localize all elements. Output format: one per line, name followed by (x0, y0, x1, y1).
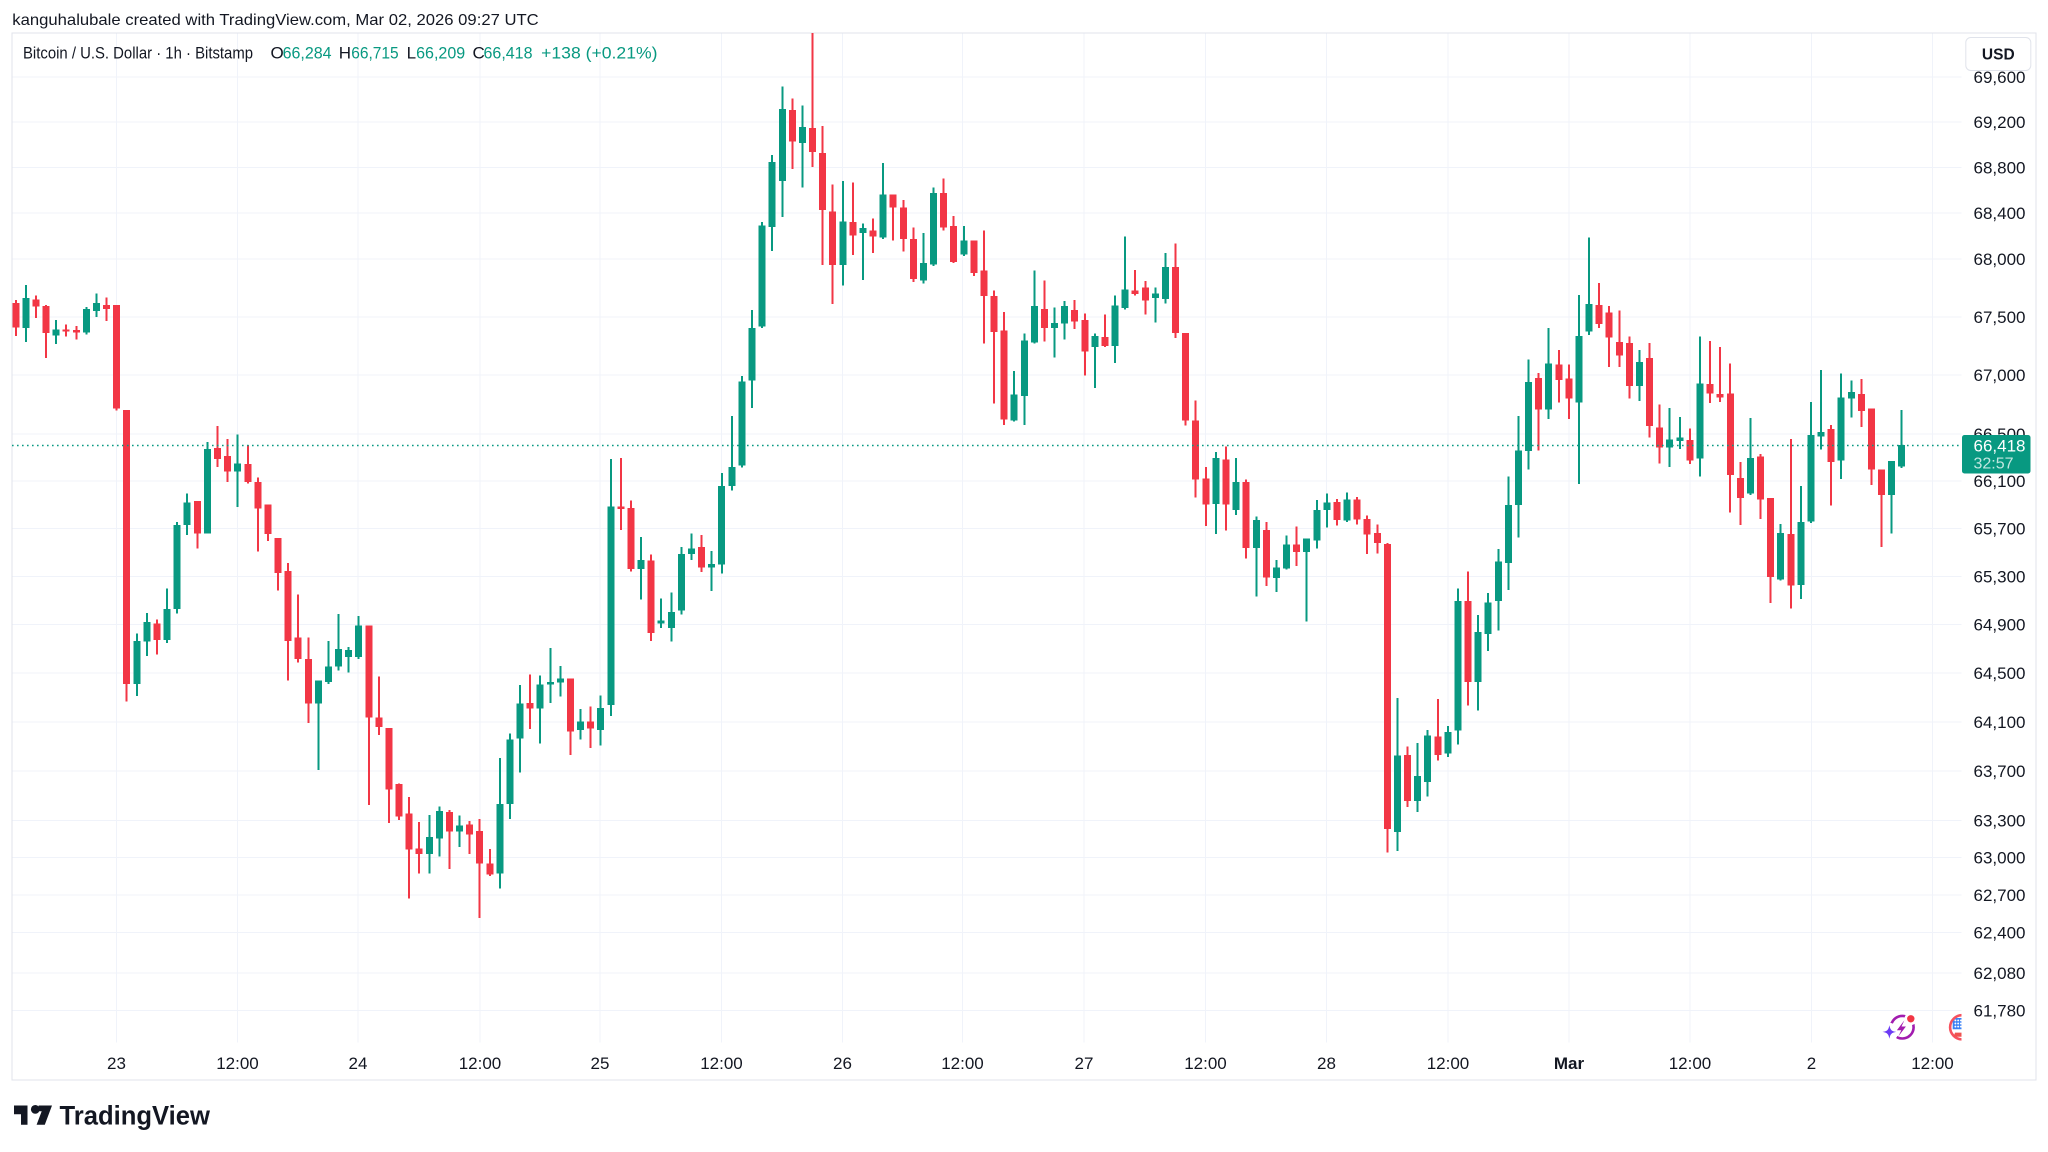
svg-text:67,000: 67,000 (1974, 366, 2026, 385)
svg-text:26: 26 (833, 1054, 852, 1073)
svg-text:28: 28 (1317, 1054, 1336, 1073)
svg-text:63,300: 63,300 (1974, 811, 2026, 830)
svg-text:24: 24 (349, 1054, 368, 1073)
svg-text:68,800: 68,800 (1974, 159, 2026, 178)
svg-text:C: C (473, 44, 485, 63)
svg-text:67,500: 67,500 (1974, 308, 2026, 327)
svg-text:66,100: 66,100 (1974, 472, 2026, 491)
svg-text:69,200: 69,200 (1974, 113, 2026, 132)
svg-text:USD: USD (1982, 47, 2015, 64)
svg-text:23: 23 (107, 1054, 126, 1073)
svg-text:Mar: Mar (1554, 1054, 1585, 1073)
svg-text:12:00: 12:00 (941, 1054, 984, 1073)
svg-text:12:00: 12:00 (700, 1054, 743, 1073)
svg-text:2: 2 (1807, 1054, 1816, 1073)
svg-text:62,080: 62,080 (1974, 964, 2026, 983)
svg-text:H: H (339, 44, 351, 63)
svg-text:64,900: 64,900 (1974, 616, 2026, 635)
svg-text:66,209: 66,209 (416, 44, 465, 63)
svg-text:L: L (407, 44, 416, 63)
svg-text:63,700: 63,700 (1974, 762, 2026, 781)
svg-text:66,284: 66,284 (283, 44, 332, 63)
svg-text:TradingView: TradingView (60, 1101, 211, 1131)
svg-text:kanguhalubale created with Tra: kanguhalubale created with TradingView.c… (12, 12, 538, 29)
svg-text:12:00: 12:00 (1184, 1054, 1227, 1073)
svg-text:12:00: 12:00 (1911, 1054, 1954, 1073)
svg-text:+138 (+0.21%): +138 (+0.21%) (541, 44, 657, 63)
svg-text:32:57: 32:57 (1974, 456, 2014, 473)
svg-text:25: 25 (591, 1054, 610, 1073)
svg-text:Bitcoin / U.S. Dollar · 1h · B: Bitcoin / U.S. Dollar · 1h · Bitstamp (23, 44, 253, 63)
svg-text:12:00: 12:00 (216, 1054, 259, 1073)
svg-text:68,000: 68,000 (1974, 250, 2026, 269)
svg-text:66,418: 66,418 (484, 44, 533, 63)
svg-text:62,700: 62,700 (1974, 886, 2026, 905)
svg-text:68,400: 68,400 (1974, 204, 2026, 223)
svg-text:64,100: 64,100 (1974, 713, 2026, 732)
svg-text:66,715: 66,715 (351, 44, 399, 63)
svg-text:66,418: 66,418 (1974, 437, 2026, 456)
svg-text:65,300: 65,300 (1974, 568, 2026, 587)
svg-text:61,780: 61,780 (1974, 1002, 2026, 1021)
svg-text:O: O (271, 44, 284, 63)
svg-text:27: 27 (1075, 1054, 1094, 1073)
svg-text:62,400: 62,400 (1974, 924, 2026, 943)
svg-text:65,700: 65,700 (1974, 520, 2026, 539)
svg-text:12:00: 12:00 (1427, 1054, 1470, 1073)
svg-text:64,500: 64,500 (1974, 664, 2026, 683)
svg-text:63,000: 63,000 (1974, 849, 2026, 868)
svg-text:69,600: 69,600 (1974, 68, 2026, 87)
svg-text:12:00: 12:00 (459, 1054, 502, 1073)
svg-text:12:00: 12:00 (1669, 1054, 1712, 1073)
